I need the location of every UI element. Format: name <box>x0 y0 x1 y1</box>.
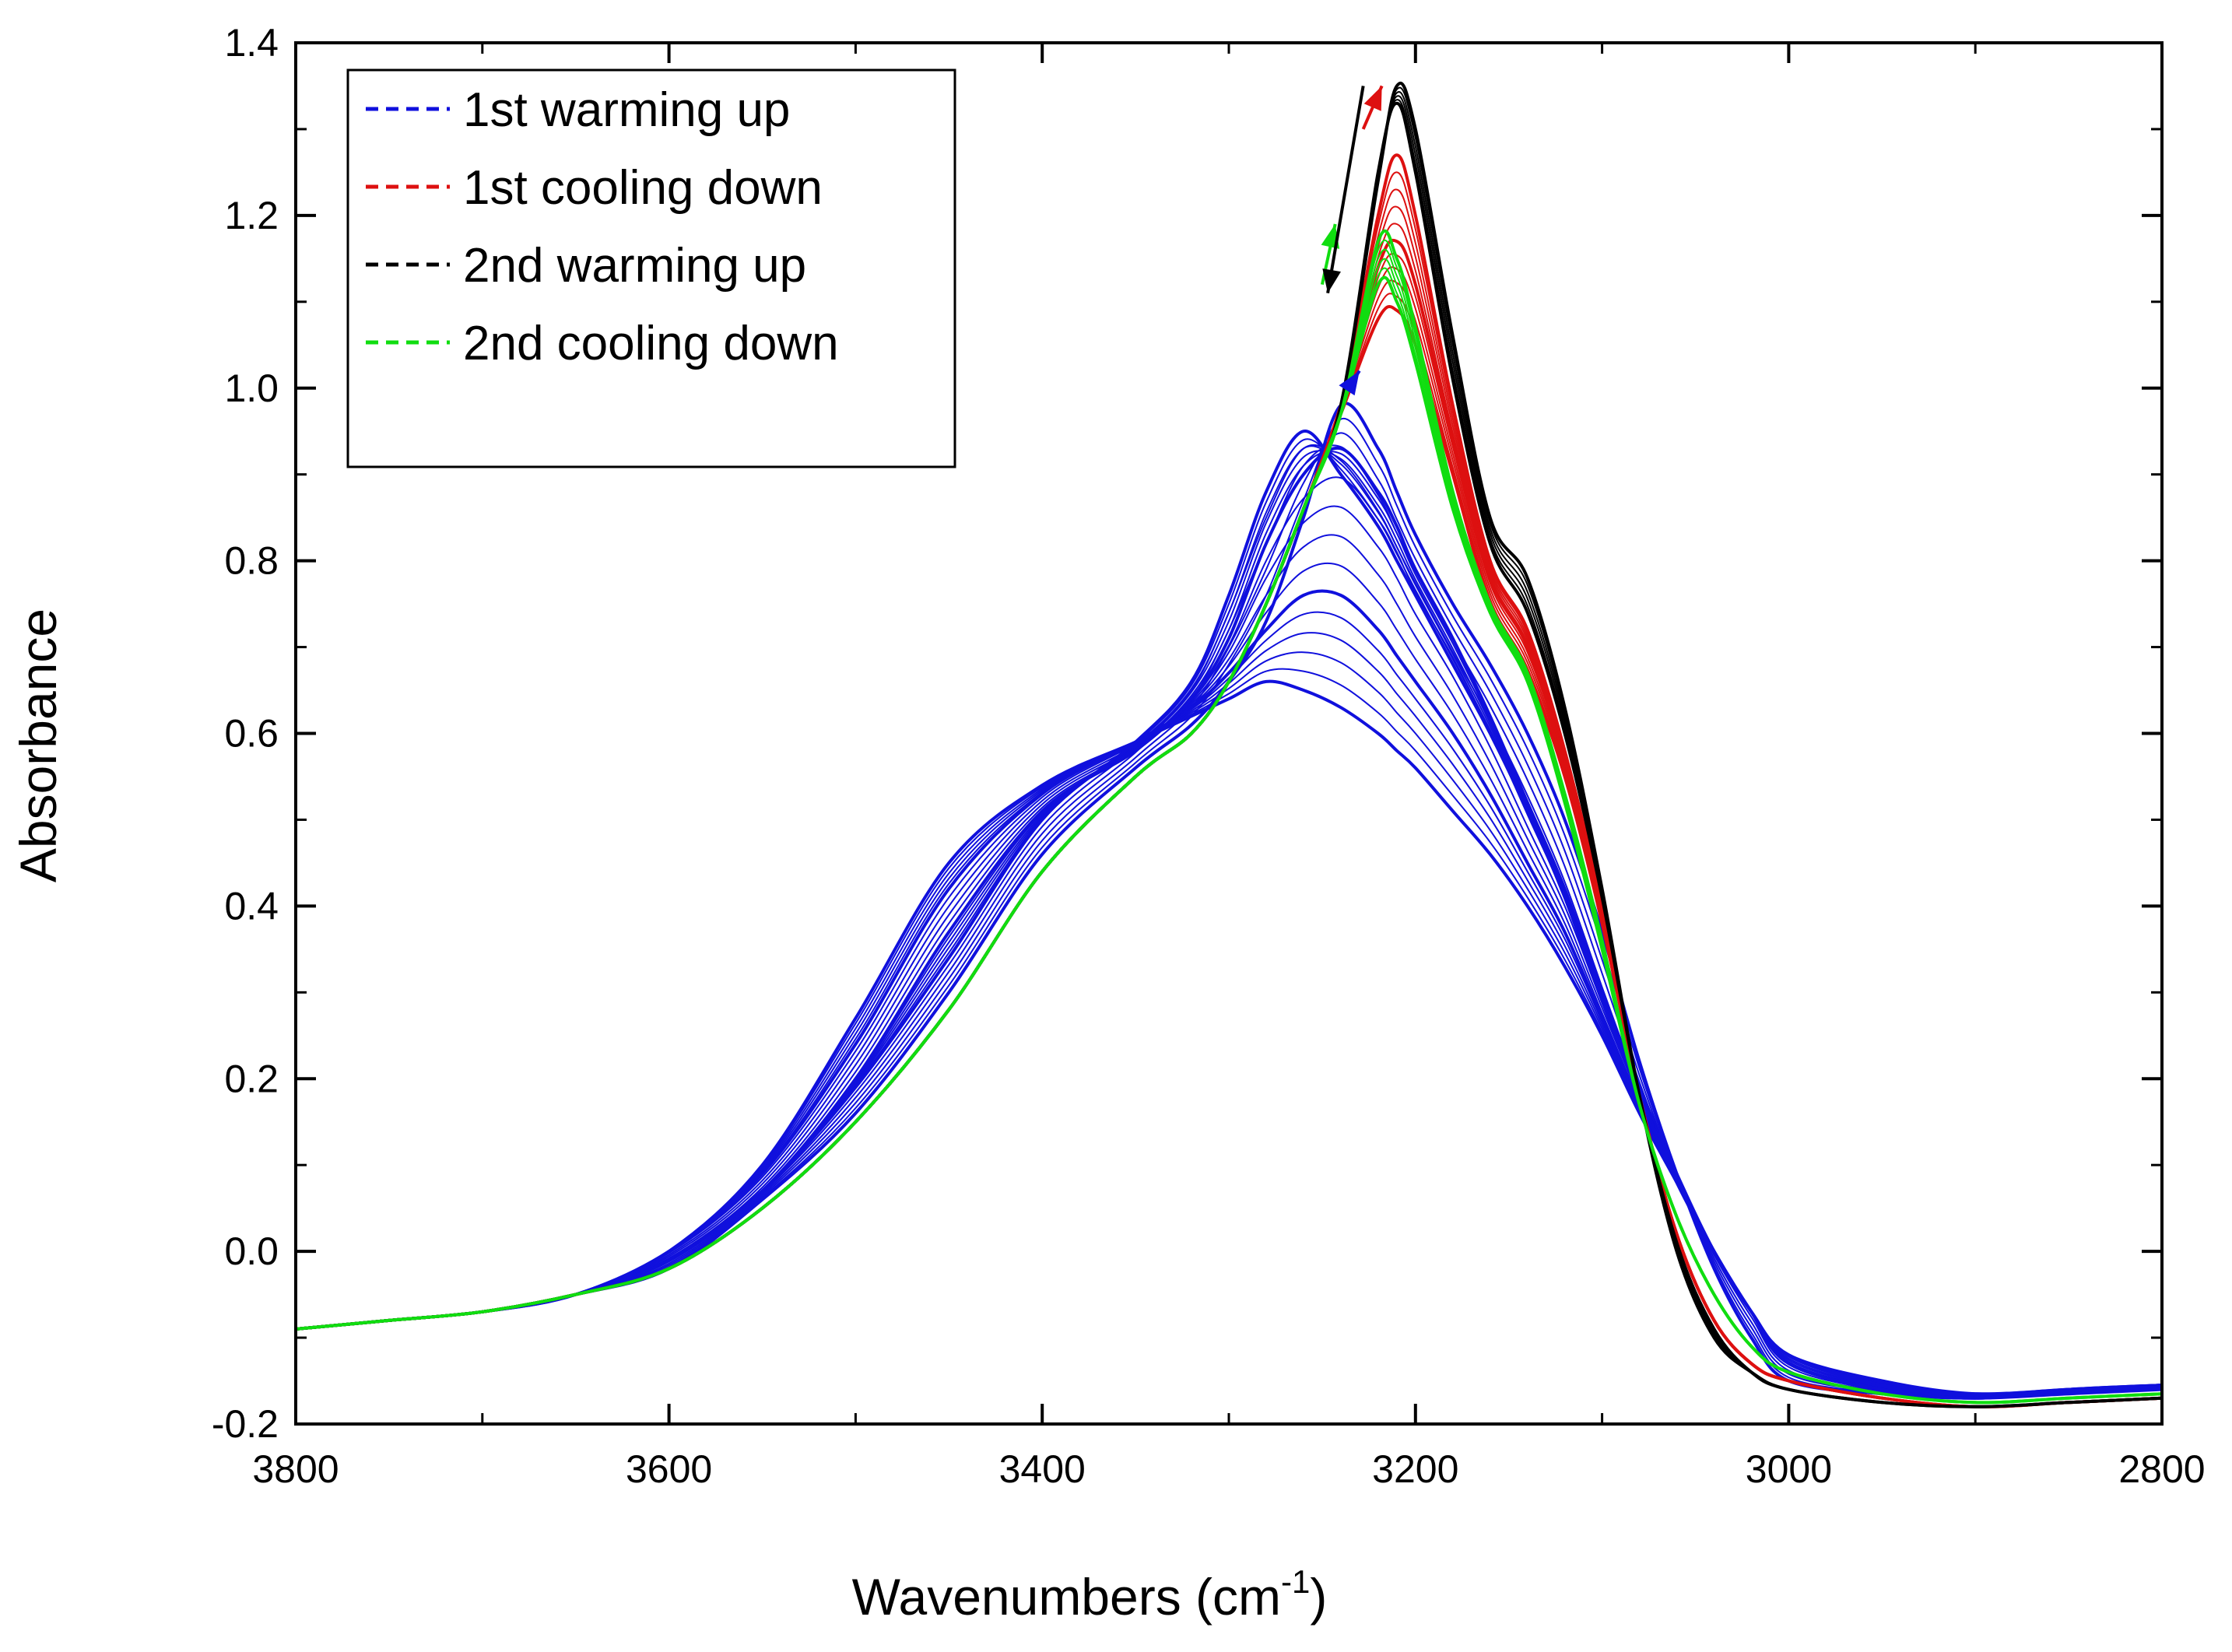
first-cooling-spectrum-line <box>295 305 2163 1408</box>
legend-box <box>346 68 956 468</box>
x-tick-label: 3600 <box>626 1447 712 1491</box>
legend-entry-first-warming: 1st warming up <box>366 83 790 137</box>
first-warming-spectrum-line <box>295 446 2163 1400</box>
first-warming-spectrum-line <box>295 445 2163 1399</box>
y-tick-label: 1.0 <box>224 367 279 410</box>
x-axis-title-close: ) <box>1310 1568 1327 1626</box>
axis-ticks <box>294 41 2164 1426</box>
first-warming-series <box>295 402 2163 1400</box>
legend-entry-first-cooling: 1st cooling down <box>366 161 823 215</box>
first-warming-spectrum-line <box>295 438 2163 1399</box>
first-warming-spectrum-line <box>295 632 2163 1395</box>
y-tick-label: 1.2 <box>224 194 279 237</box>
x-tick-label: 2800 <box>2118 1447 2205 1491</box>
first-warming-spectrum-line <box>295 444 2163 1399</box>
y-tick-label: 0.0 <box>224 1229 279 1273</box>
black-arrow-down <box>1322 86 1365 294</box>
first-warming-spectrum-line <box>295 430 2163 1400</box>
first-warming-spectrum-line <box>295 611 2163 1395</box>
second-cooling-spectrum-line <box>295 229 2163 1405</box>
y-tick-label: 0.6 <box>224 712 279 756</box>
first-warming-spectrum-line <box>295 679 2163 1396</box>
legend-label: 1st warming up <box>463 83 790 137</box>
legend: 1st warming up 1st cooling down 2nd warmin… <box>346 68 956 468</box>
first-warming-spectrum-line <box>295 432 2163 1399</box>
x-axis-title: Wavenumbers (cm-1) <box>852 1563 1328 1626</box>
y-tick-label: 0.4 <box>224 884 279 928</box>
first-warming-spectrum-line <box>295 444 2163 1399</box>
first-warming-spectrum-line <box>295 651 2163 1395</box>
y-tick-label: -0.2 <box>212 1402 279 1446</box>
x-axis-title-main: Wavenumbers (cm <box>852 1568 1281 1626</box>
first-warming-spectrum-line <box>295 402 2163 1400</box>
y-tick-label: 1.4 <box>224 21 279 65</box>
tick-labels: 3800 3600 3400 3200 3000 2800 -0.2 0.0 0.2 0.4 0.6… <box>212 21 2206 1491</box>
direction-arrows <box>1320 85 1384 396</box>
legend-label: 1st cooling down <box>463 161 823 215</box>
legend-entry-second-cooling: 2nd cooling down <box>366 317 839 370</box>
legend-items: 1st warming up 1st cooling down 2nd warmin… <box>366 83 839 370</box>
first-warming-spectrum-line <box>295 668 2163 1395</box>
y-tick-label: 0.8 <box>224 539 279 583</box>
y-tick-label: 0.2 <box>224 1057 279 1100</box>
x-tick-label: 3000 <box>1746 1447 1832 1491</box>
legend-label: 2nd cooling down <box>463 317 839 370</box>
x-tick-label: 3400 <box>999 1447 1086 1491</box>
legend-entry-second-warming: 2nd warming up <box>366 239 806 293</box>
red-arrow-up <box>1361 85 1384 130</box>
first-warming-spectrum-line <box>295 417 2163 1399</box>
spectra-curves <box>295 81 2163 1408</box>
first-warming-spectrum-line <box>295 589 2163 1396</box>
y-axis-title: Absorbance <box>9 609 67 882</box>
x-tick-label: 3800 <box>252 1447 339 1491</box>
legend-label: 2nd warming up <box>463 239 806 293</box>
first-warming-spectrum-line <box>295 476 2163 1398</box>
x-axis-title-superscript: -1 <box>1281 1563 1310 1600</box>
second-cooling-series <box>295 229 2163 1405</box>
x-tick-label: 3200 <box>1372 1447 1458 1491</box>
blue-arrow-up <box>1339 370 1361 396</box>
